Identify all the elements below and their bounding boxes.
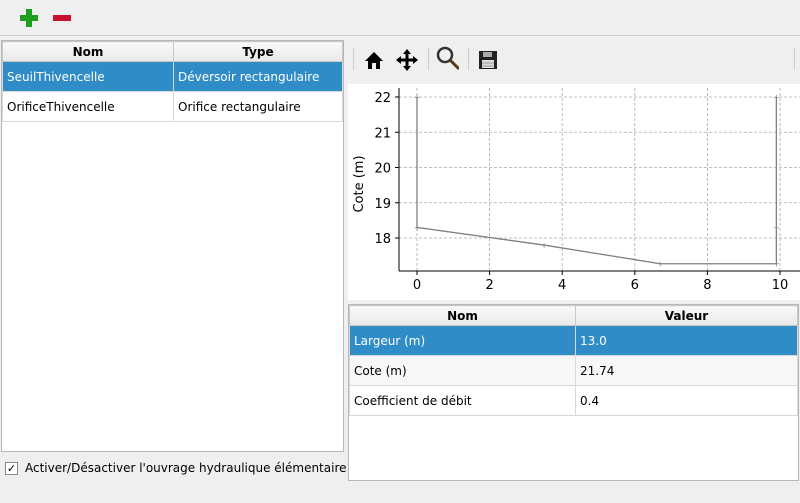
plus-icon xyxy=(20,9,38,27)
data-point: + xyxy=(773,260,780,269)
home-button[interactable] xyxy=(362,48,386,72)
cell-name[interactable]: Coefficient de débit xyxy=(349,385,576,416)
data-point: + xyxy=(773,93,780,102)
y-tick-label: 19 xyxy=(374,197,391,212)
cell-value[interactable]: 21.74 xyxy=(575,355,798,386)
pan-icon xyxy=(396,49,418,71)
cell-name[interactable]: SeuilThivencelle xyxy=(2,61,174,92)
home-icon xyxy=(365,52,383,69)
remove-button[interactable] xyxy=(50,6,74,30)
table-row[interactable]: SeuilThivencelle Déversoir rectangulaire xyxy=(2,61,343,92)
table-row[interactable]: OrificeThivencelle Orifice rectangulaire xyxy=(2,91,343,122)
save-button[interactable] xyxy=(476,48,500,72)
checkbox-icon: ✓ xyxy=(5,461,18,475)
column-header-nom[interactable]: Nom xyxy=(2,41,174,62)
main-toolbar xyxy=(0,0,800,36)
cell-type[interactable]: Orifice rectangulaire xyxy=(173,91,343,122)
structures-table: Nom Type SeuilThivencelle Déversoir rectan… xyxy=(1,40,344,452)
plot-toolbar xyxy=(348,40,800,80)
x-tick-label: 8 xyxy=(703,278,711,293)
zoom-icon xyxy=(436,46,459,71)
cell-name[interactable]: Cote (m) xyxy=(349,355,576,386)
data-point: + xyxy=(773,223,780,232)
x-tick-label: 4 xyxy=(558,278,566,293)
profile-chart[interactable]: 0 2 4 6 8 10 18 19 20 21 22 Cote (m) + + + + + + + xyxy=(348,84,800,300)
column-header-type[interactable]: Type xyxy=(173,41,343,62)
column-header-valeur[interactable]: Valeur xyxy=(575,305,798,326)
table-row[interactable]: Largeur (m) 13.0 xyxy=(349,325,798,356)
cell-name[interactable]: OrificeThivencelle xyxy=(2,91,174,122)
y-tick-label: 22 xyxy=(374,91,391,106)
cell-value[interactable]: 0.4 xyxy=(575,385,798,416)
data-point: + xyxy=(541,241,548,250)
y-tick-label: 21 xyxy=(374,126,391,141)
profile-line xyxy=(416,97,778,265)
x-tick-label: 0 xyxy=(413,278,421,293)
cell-type[interactable]: Déversoir rectangulaire xyxy=(173,61,343,92)
cell-name[interactable]: Largeur (m) xyxy=(349,325,576,356)
save-icon xyxy=(479,51,497,69)
data-point: + xyxy=(414,223,421,232)
add-button[interactable] xyxy=(17,6,41,30)
minus-icon xyxy=(53,15,71,21)
x-tick-label: 10 xyxy=(772,278,789,293)
y-axis-label: Cote (m) xyxy=(352,155,367,212)
table-row[interactable]: Cote (m) 21.74 xyxy=(349,355,798,386)
cell-value[interactable]: 13.0 xyxy=(575,325,798,356)
y-tick-label: 20 xyxy=(374,162,391,177)
data-point: + xyxy=(414,93,421,102)
parameters-table: Nom Valeur Largeur (m) 13.0 Cote (m) 21.74 … xyxy=(348,304,799,481)
y-tick-label: 18 xyxy=(374,232,391,247)
activate-checkbox[interactable]: ✓ Activer/Désactiver l'ouvrage hydrauliq… xyxy=(5,461,347,475)
activate-label: Activer/Désactiver l'ouvrage hydraulique… xyxy=(25,461,347,475)
x-tick-label: 6 xyxy=(631,278,639,293)
zoom-button[interactable] xyxy=(435,46,459,71)
data-point: + xyxy=(657,260,664,269)
pan-button[interactable] xyxy=(395,48,419,72)
table-row[interactable]: Coefficient de débit 0.4 xyxy=(349,385,798,416)
column-header-nom[interactable]: Nom xyxy=(349,305,576,326)
x-tick-label: 2 xyxy=(485,278,493,293)
